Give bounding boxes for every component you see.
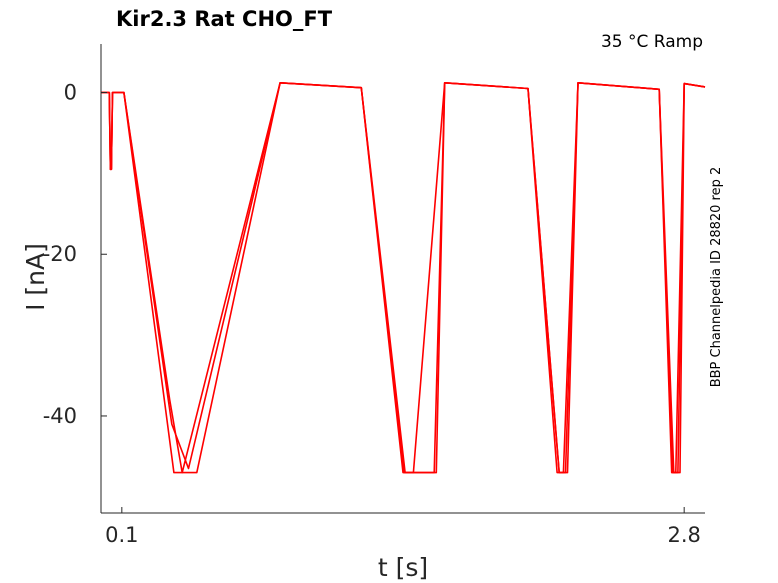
- y-axis-label: I [nA]: [21, 243, 50, 311]
- x-tick-label: 2.8: [667, 523, 700, 547]
- y-tick-label: 0: [64, 81, 77, 105]
- y-tick-label: -40: [43, 404, 77, 428]
- chart-title: Kir2.3 Rat CHO_FT: [116, 7, 333, 31]
- axes-layer: 0 -20 -40 0.1 2.8: [43, 44, 705, 547]
- series-line-1: [101, 82, 706, 474]
- x-axis-label: t [s]: [378, 553, 428, 582]
- side-label: BBP Channelpedia ID 28820 rep 2: [709, 167, 724, 388]
- series-line-2: [101, 82, 706, 474]
- series-line-3: [101, 82, 706, 474]
- y-tick-label: -20: [43, 242, 77, 266]
- condition-label: 35 °C Ramp: [601, 32, 703, 52]
- x-tick-label: 0.1: [105, 523, 138, 547]
- series-layer: [101, 82, 706, 474]
